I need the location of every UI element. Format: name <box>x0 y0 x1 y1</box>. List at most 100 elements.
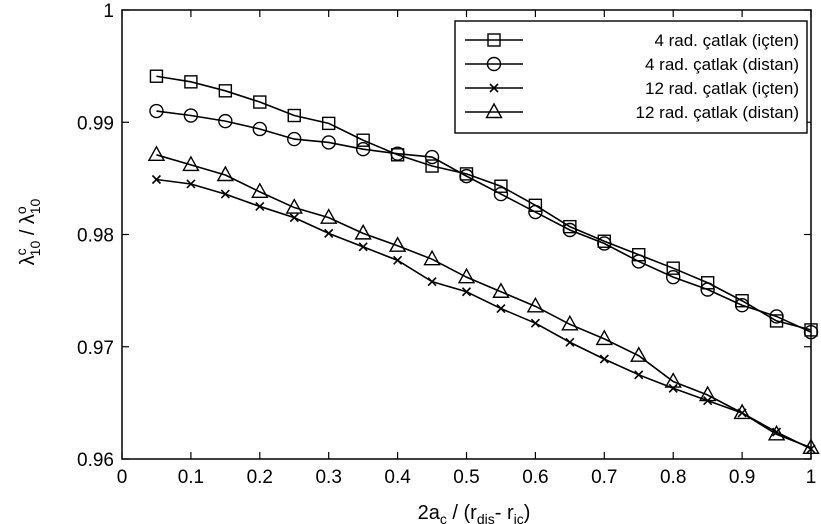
data-point-x <box>599 354 609 364</box>
data-point-x <box>151 174 162 185</box>
data-point-square <box>666 261 680 275</box>
data-point-triangle <box>630 346 648 362</box>
legend-label: 4 rad. çatlak (içten) <box>654 31 799 50</box>
data-point-square <box>218 84 233 98</box>
x-tick-label: 0 <box>117 467 128 488</box>
data-point-triangle <box>423 249 441 266</box>
data-point-circle <box>631 254 646 269</box>
data-point-circle <box>666 269 681 285</box>
data-point-triangle <box>354 223 372 240</box>
data-point-triangle <box>526 296 545 313</box>
data-point-square <box>184 75 198 89</box>
data-point-circle <box>218 113 233 129</box>
data-point-circle <box>597 236 612 251</box>
data-point-triangle <box>388 236 407 252</box>
data-point-square <box>494 179 508 193</box>
data-point-triangle <box>802 438 820 454</box>
data-point-circle <box>424 149 440 165</box>
data-point-triangle <box>320 208 338 224</box>
data-point-triangle <box>285 198 303 214</box>
data-point-triangle <box>216 165 235 182</box>
x-tick-label: 0.4 <box>384 467 411 488</box>
data-point-circle <box>390 146 405 161</box>
x-axis-label: 2ac / (rdis- riç) <box>418 502 531 524</box>
data-point-circle <box>803 324 819 340</box>
x-tick-label: 0.9 <box>729 467 755 488</box>
data-point-circle <box>459 168 474 184</box>
data-point-x <box>565 337 575 347</box>
y-tick-label: 0.98 <box>77 226 114 247</box>
data-point-x <box>220 189 230 199</box>
y-tick-label: 1 <box>103 1 114 22</box>
data-point-square <box>253 95 267 109</box>
data-point-x <box>668 383 678 393</box>
legend-label: 12 rad. çatlak (distan) <box>636 103 799 122</box>
data-point-circle <box>183 108 199 123</box>
data-point-triangle <box>251 182 269 199</box>
series-4 <box>147 145 820 454</box>
data-point-triangle <box>698 385 717 402</box>
legend-marker-x <box>489 83 499 93</box>
x-tick-label: 0.8 <box>660 467 686 488</box>
series-line <box>156 154 812 449</box>
data-point-circle <box>528 204 543 220</box>
data-point-triangle <box>733 403 751 420</box>
data-point-x <box>289 213 299 223</box>
data-point-circle <box>562 222 578 238</box>
data-point-triangle <box>492 282 510 298</box>
x-tick-label: 0.1 <box>178 467 204 488</box>
data-point-square <box>287 108 301 123</box>
data-point-square <box>425 159 439 173</box>
legend-marker-triangle <box>485 102 503 119</box>
data-point-triangle <box>561 314 579 331</box>
x-tick-label: 0.7 <box>591 467 617 488</box>
data-point-circle <box>700 282 715 297</box>
y-tick-label: 0.96 <box>77 450 114 471</box>
x-tick-label: 0.2 <box>247 467 273 488</box>
data-point-circle <box>287 131 302 147</box>
y-tick-label: 0.97 <box>77 338 114 359</box>
legend: 4 rad. çatlak (içten) 4 rad. çatlak (dist… <box>454 20 808 134</box>
data-point-x <box>634 370 644 380</box>
x-tick-label: 1 <box>806 467 817 488</box>
data-point-x <box>530 318 540 328</box>
data-point-square <box>322 116 336 131</box>
series-layer <box>147 69 820 454</box>
data-point-x <box>358 242 368 252</box>
series-line <box>156 178 812 450</box>
data-point-x <box>255 201 265 212</box>
data-point-square <box>356 133 370 147</box>
series-3 <box>151 174 816 454</box>
y-tick-label: 0.99 <box>77 113 114 134</box>
data-point-x <box>427 277 437 287</box>
axis-ticks: 0 0.1 0.2 0.3 0.4 0.5 0.6 0.7 0.8 0.9 1 0.96 0.97 0.9… <box>77 1 816 488</box>
data-point-circle <box>252 121 267 137</box>
series-2 <box>149 103 819 340</box>
data-point-triangle <box>595 329 613 346</box>
data-point-square <box>735 294 749 308</box>
data-point-square <box>769 314 784 328</box>
legend-marker-square <box>487 33 501 47</box>
data-point-triangle <box>767 424 786 441</box>
y-axis-label: λc10 / λo10 <box>13 198 43 265</box>
data-point-circle <box>149 103 164 119</box>
legend-marker-circle <box>486 56 502 72</box>
data-point-square <box>149 69 164 83</box>
data-point-triangle <box>457 267 476 284</box>
legend-label: 12 rad. çatlak (içten) <box>645 79 799 98</box>
x-tick-label: 0.6 <box>522 467 548 488</box>
data-point-circle <box>321 135 336 150</box>
data-point-x <box>461 287 472 297</box>
x-tick-label: 0.3 <box>315 467 341 488</box>
data-point-triangle <box>664 372 682 388</box>
data-point-circle <box>355 141 371 157</box>
data-point-x <box>324 228 334 238</box>
data-point-triangle <box>147 145 166 162</box>
series-line <box>156 110 812 333</box>
data-point-x <box>393 255 403 265</box>
data-point-circle <box>493 186 509 202</box>
legend-label: 4 rad. çatlak (distan) <box>645 55 799 74</box>
data-point-x <box>496 304 506 314</box>
data-point-circle <box>734 298 750 313</box>
